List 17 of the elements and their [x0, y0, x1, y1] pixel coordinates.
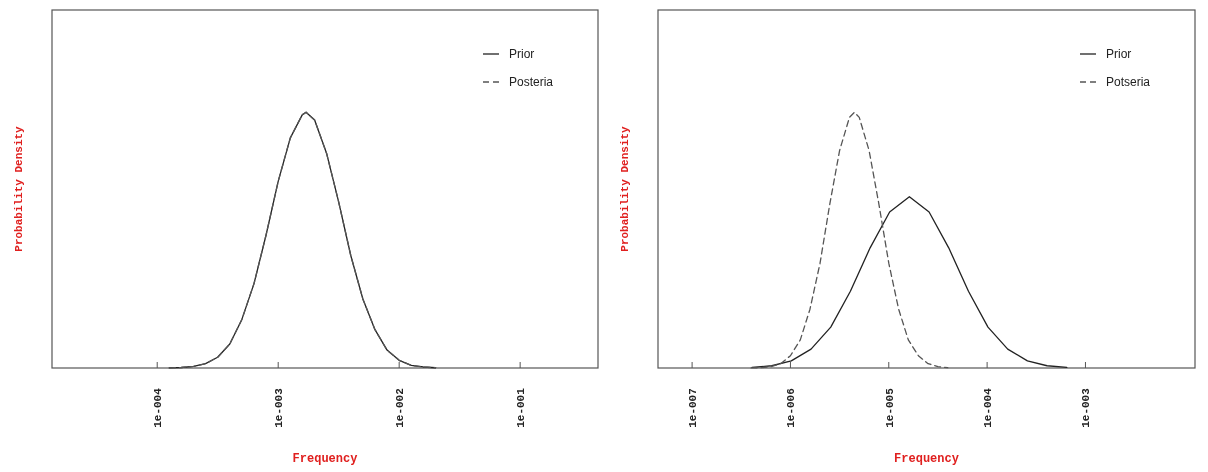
- x-tick-label: 1e-003: [273, 387, 286, 428]
- x-tick-label: 1e-004: [982, 387, 995, 428]
- x-tick-label: 1e-001: [515, 387, 528, 428]
- x-tick-label: 1e-002: [394, 388, 407, 428]
- x-tick-label: 1e-007: [687, 388, 700, 428]
- x-tick-label: 1e-005: [883, 387, 896, 428]
- y-axis-title: Probability Density: [13, 125, 25, 252]
- x-tick-label: 1e-006: [785, 388, 798, 428]
- legend-label: Prior: [1106, 47, 1132, 61]
- x-axis-title: Frequency: [292, 452, 358, 466]
- legend-label: Potseria: [1106, 75, 1151, 89]
- x-tick-label: 1e-004: [152, 387, 165, 428]
- legend-label: Prior: [509, 47, 535, 61]
- legend-label: Posteria: [509, 75, 554, 89]
- x-tick-label: 1e-003: [1080, 387, 1093, 428]
- y-axis-title: Probability Density: [619, 125, 631, 252]
- x-axis-title: Frequency: [894, 452, 959, 466]
